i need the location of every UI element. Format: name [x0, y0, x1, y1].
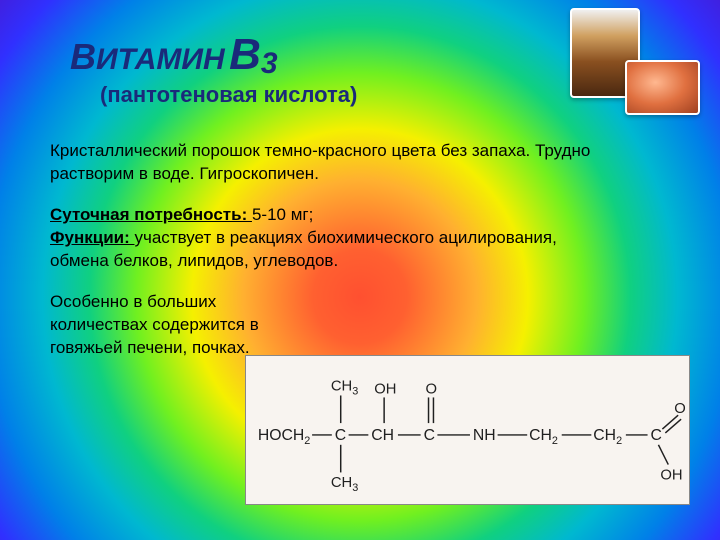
atom-oh-1: OH: [374, 381, 396, 397]
daily-value: 5-10 мг;: [252, 205, 313, 224]
formula-svg: HOCH2 C CH3 CH3 CH OH C O NH: [246, 356, 689, 504]
daily-label: Суточная потребность:: [50, 205, 252, 224]
atom-ch: CH: [371, 427, 394, 444]
slide-subtitle: (пантотеновая кислота): [100, 82, 357, 108]
atom-nh: NH: [473, 427, 496, 444]
atom-ch2-2: CH2: [593, 427, 622, 447]
slide-title: ВИТАМИН В3: [70, 30, 278, 81]
title-letter: В: [229, 30, 261, 79]
atom-c: C: [335, 427, 346, 444]
body-text: Кристаллический порошок темно-красного ц…: [50, 140, 610, 378]
slide: ВИТАМИН В3 (пантотеновая кислота) Криста…: [0, 0, 720, 540]
atom-o-2: O: [674, 401, 686, 417]
description-para1: Кристаллический порошок темно-красного ц…: [50, 140, 610, 186]
atom-hoch2: HOCH2: [258, 427, 310, 447]
func-label: Функции:: [50, 228, 134, 247]
title-subscript: 3: [261, 47, 278, 80]
atom-ch2-1: CH2: [529, 427, 558, 447]
atom-o-1: O: [426, 381, 438, 397]
description-para2: Суточная потребность: 5-10 мг; Функции: …: [50, 204, 610, 273]
chemical-formula: HOCH2 C CH3 CH3 CH OH C O NH: [245, 355, 690, 505]
description-para3: Особенно в больших количествах содержитс…: [50, 291, 310, 360]
atom-oh-2: OH: [660, 467, 682, 483]
food-image-2: [625, 60, 700, 115]
atom-ch3-bot: CH3: [331, 475, 358, 494]
atom-ch3-top: CH3: [331, 379, 358, 398]
title-prefix: В: [70, 36, 96, 77]
atom-c2: C: [424, 427, 435, 444]
atom-c3: C: [651, 427, 662, 444]
title-main: ИТАМИН: [96, 43, 225, 76]
